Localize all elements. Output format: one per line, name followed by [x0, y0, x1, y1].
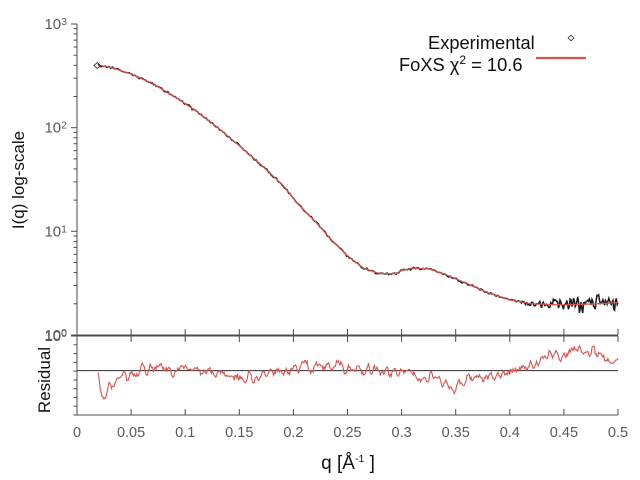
svg-text:102: 102 — [44, 120, 67, 137]
svg-text:0.2: 0.2 — [283, 425, 303, 441]
svg-text:100: 100 — [44, 328, 67, 345]
svg-text:0.5: 0.5 — [608, 425, 628, 441]
svg-text:103: 103 — [44, 16, 67, 33]
svg-text:0.3: 0.3 — [392, 425, 412, 441]
svg-text:0.45: 0.45 — [550, 425, 578, 441]
svg-text:101: 101 — [44, 223, 67, 240]
svg-text:0: 0 — [73, 425, 81, 441]
svg-text:0.1: 0.1 — [175, 425, 195, 441]
svg-text:0.35: 0.35 — [442, 425, 470, 441]
svg-text:0.4: 0.4 — [500, 425, 520, 441]
svg-text:0.05: 0.05 — [117, 425, 145, 441]
svg-text:0.25: 0.25 — [333, 425, 361, 441]
svg-text:0.15: 0.15 — [225, 425, 253, 441]
